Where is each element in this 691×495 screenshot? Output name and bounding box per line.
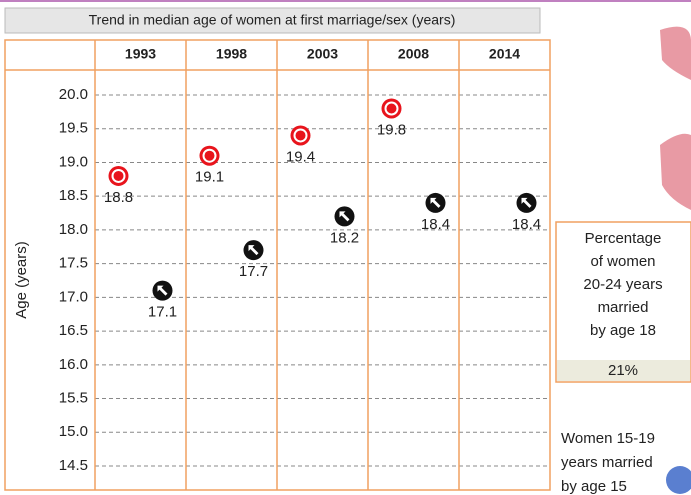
column-header: 2008 — [398, 46, 429, 62]
y-tick-label: 17.0 — [59, 288, 88, 305]
data-label: 19.1 — [195, 169, 224, 186]
data-label: 19.4 — [286, 148, 315, 165]
marker — [244, 240, 264, 260]
panel-heading: Percentage — [585, 230, 662, 247]
marker — [291, 125, 311, 145]
column-header: 1993 — [125, 46, 156, 62]
y-tick-label: 16.0 — [59, 356, 88, 373]
panel-heading: married — [598, 299, 649, 316]
decor-icon — [660, 27, 691, 80]
data-label: 18.8 — [104, 189, 133, 206]
y-tick-label: 15.0 — [59, 423, 88, 440]
marker-dot — [205, 151, 215, 161]
y-axis-label: Age (years) — [13, 241, 30, 319]
marker — [426, 193, 446, 213]
marker-dot — [387, 103, 397, 113]
marker — [109, 166, 129, 186]
panel-heading: by age 18 — [590, 322, 656, 339]
panel-heading: of women — [590, 253, 655, 270]
marker-dot — [114, 171, 124, 181]
y-tick-label: 20.0 — [59, 86, 88, 103]
panel-value: 21% — [608, 362, 638, 379]
panel-note: by age 15 — [561, 478, 627, 495]
y-tick-label: 16.5 — [59, 322, 88, 339]
data-label: 18.2 — [330, 229, 359, 246]
column-header: 1998 — [216, 46, 247, 62]
y-tick-label: 18.0 — [59, 221, 88, 238]
y-tick-label: 17.5 — [59, 255, 88, 272]
data-label: 18.4 — [421, 216, 450, 233]
data-label: 18.4 — [512, 216, 541, 233]
decor-icon — [660, 134, 691, 210]
y-tick-label: 18.5 — [59, 187, 88, 204]
data-label: 19.8 — [377, 121, 406, 138]
y-tick-label: 19.5 — [59, 120, 88, 137]
panel-note: years married — [561, 454, 653, 471]
marker-dot — [296, 130, 306, 140]
marker — [517, 193, 537, 213]
y-tick-label: 14.5 — [59, 457, 88, 474]
panel-heading: 20-24 years — [583, 276, 662, 293]
data-label: 17.1 — [148, 304, 177, 321]
y-tick-label: 19.0 — [59, 153, 88, 170]
column-header: 2003 — [307, 46, 338, 62]
chart-title: Trend in median age of women at first ma… — [89, 12, 456, 28]
marker — [153, 281, 173, 301]
decor-icon — [666, 466, 691, 494]
panel-note: Women 15-19 — [561, 430, 655, 447]
y-tick-label: 15.5 — [59, 390, 88, 407]
marker — [200, 146, 220, 166]
marker — [382, 98, 402, 118]
page: Trend in median age of women at first ma… — [0, 0, 691, 495]
marker — [335, 206, 355, 226]
column-header: 2014 — [489, 46, 520, 62]
data-label: 17.7 — [239, 263, 268, 280]
